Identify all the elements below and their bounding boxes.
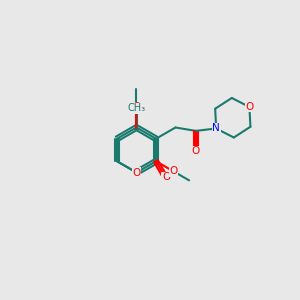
Text: O: O <box>162 172 170 182</box>
Text: N: N <box>212 124 220 134</box>
Text: O: O <box>132 102 141 112</box>
Text: O: O <box>132 167 141 178</box>
Text: O: O <box>192 146 200 157</box>
Text: CH₃: CH₃ <box>128 103 146 113</box>
Text: O: O <box>245 102 253 112</box>
Text: O: O <box>169 167 178 176</box>
